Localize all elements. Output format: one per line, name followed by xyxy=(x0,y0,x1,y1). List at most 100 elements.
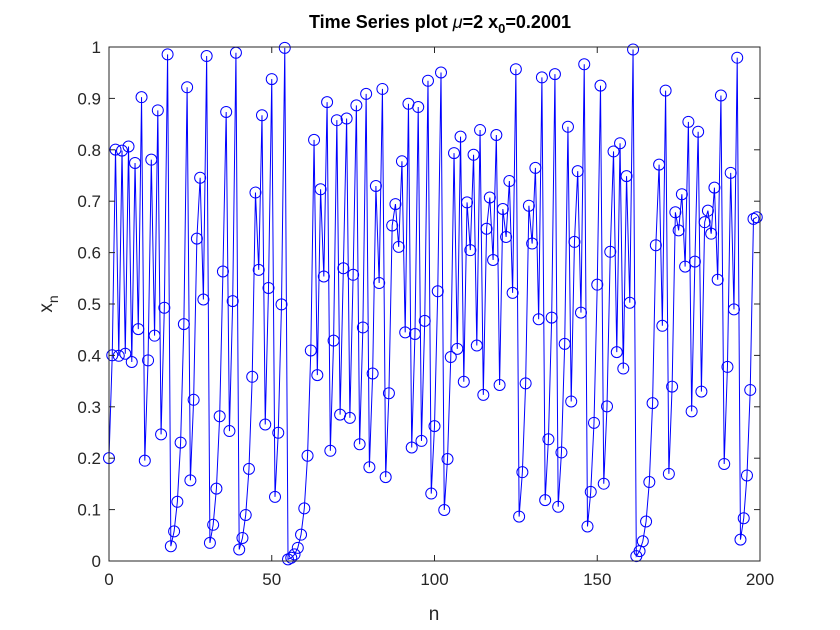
data-point xyxy=(418,314,431,327)
data-point xyxy=(591,278,604,291)
data-point xyxy=(356,321,369,334)
data-point xyxy=(278,41,291,54)
data-point xyxy=(207,518,220,531)
data-point xyxy=(343,411,356,424)
data-point xyxy=(337,262,350,275)
data-point xyxy=(317,270,330,283)
data-point xyxy=(561,120,574,133)
data-point xyxy=(350,99,363,112)
data-point xyxy=(187,393,200,406)
data-point xyxy=(200,50,213,63)
data-point xyxy=(727,303,740,316)
data-point xyxy=(649,239,662,252)
data-point xyxy=(555,446,568,459)
chart-title-main: Time Series plot xyxy=(309,12,448,32)
data-point xyxy=(265,73,278,86)
chart-title-mu-symbol: μ xyxy=(452,12,463,32)
data-point xyxy=(415,434,428,447)
data-point xyxy=(464,244,477,257)
data-point xyxy=(724,166,737,179)
data-point xyxy=(308,133,321,146)
data-point xyxy=(483,191,496,204)
data-point xyxy=(597,477,610,490)
data-point xyxy=(184,474,197,487)
data-point xyxy=(197,293,210,306)
data-point xyxy=(135,91,148,104)
data-point xyxy=(340,112,353,125)
data-point xyxy=(500,230,513,243)
x-tick-label: 50 xyxy=(262,570,281,589)
y-tick-label: 0.5 xyxy=(77,295,101,314)
data-point xyxy=(610,346,623,359)
data-point xyxy=(203,536,216,549)
data-point xyxy=(558,337,571,350)
data-point xyxy=(405,441,418,454)
data-point xyxy=(259,418,272,431)
data-point xyxy=(353,438,366,451)
data-point xyxy=(656,319,669,332)
data-point xyxy=(223,425,236,438)
data-point xyxy=(314,183,327,196)
data-point xyxy=(116,144,129,157)
data-point xyxy=(285,551,298,564)
data-point xyxy=(588,416,600,429)
data-point xyxy=(607,145,620,158)
data-point xyxy=(578,58,591,71)
data-point xyxy=(399,326,412,339)
y-axis-label-main: x xyxy=(36,303,57,313)
data-point xyxy=(392,240,405,253)
data-point xyxy=(451,342,464,355)
data-point xyxy=(304,344,317,357)
x-tick-label: 0 xyxy=(104,570,113,589)
data-point xyxy=(233,543,246,556)
data-point xyxy=(620,170,633,183)
data-point xyxy=(301,449,314,462)
data-point xyxy=(695,385,708,398)
data-point xyxy=(444,351,457,364)
data-point xyxy=(740,469,753,482)
data-point xyxy=(467,148,480,161)
data-point xyxy=(311,369,324,382)
data-point xyxy=(262,281,275,294)
data-point xyxy=(360,87,373,100)
data-point xyxy=(721,360,734,373)
data-point xyxy=(506,286,519,299)
data-point xyxy=(330,114,343,127)
y-tick-label: 0 xyxy=(92,552,101,571)
y-tick-label: 1 xyxy=(92,38,101,57)
data-point xyxy=(142,354,155,367)
data-point xyxy=(386,219,399,232)
data-point xyxy=(412,101,425,114)
data-point xyxy=(421,74,434,87)
data-point xyxy=(216,265,229,278)
data-point xyxy=(151,104,164,117)
data-point xyxy=(272,426,285,439)
y-tick-label: 0.2 xyxy=(77,449,101,468)
data-point xyxy=(653,158,666,171)
data-point xyxy=(490,129,503,141)
data-point xyxy=(496,203,509,216)
data-point xyxy=(288,548,301,561)
data-point xyxy=(552,500,565,513)
data-point xyxy=(688,255,701,268)
data-point xyxy=(571,165,584,178)
data-point xyxy=(382,387,395,400)
data-point xyxy=(539,494,552,507)
data-point xyxy=(662,467,675,480)
data-point xyxy=(252,263,265,276)
data-point xyxy=(213,410,226,423)
data-point xyxy=(181,81,194,94)
x-tick-label: 100 xyxy=(420,570,448,589)
data-point xyxy=(448,147,461,160)
data-point xyxy=(408,328,421,341)
data-point xyxy=(369,179,382,192)
data-point xyxy=(503,175,516,188)
data-point xyxy=(623,296,636,309)
data-point xyxy=(545,311,558,324)
data-point xyxy=(493,379,506,392)
data-point xyxy=(519,377,532,390)
data-point xyxy=(145,153,158,166)
data-point xyxy=(239,508,252,521)
data-point xyxy=(698,216,711,229)
data-point xyxy=(565,395,578,408)
